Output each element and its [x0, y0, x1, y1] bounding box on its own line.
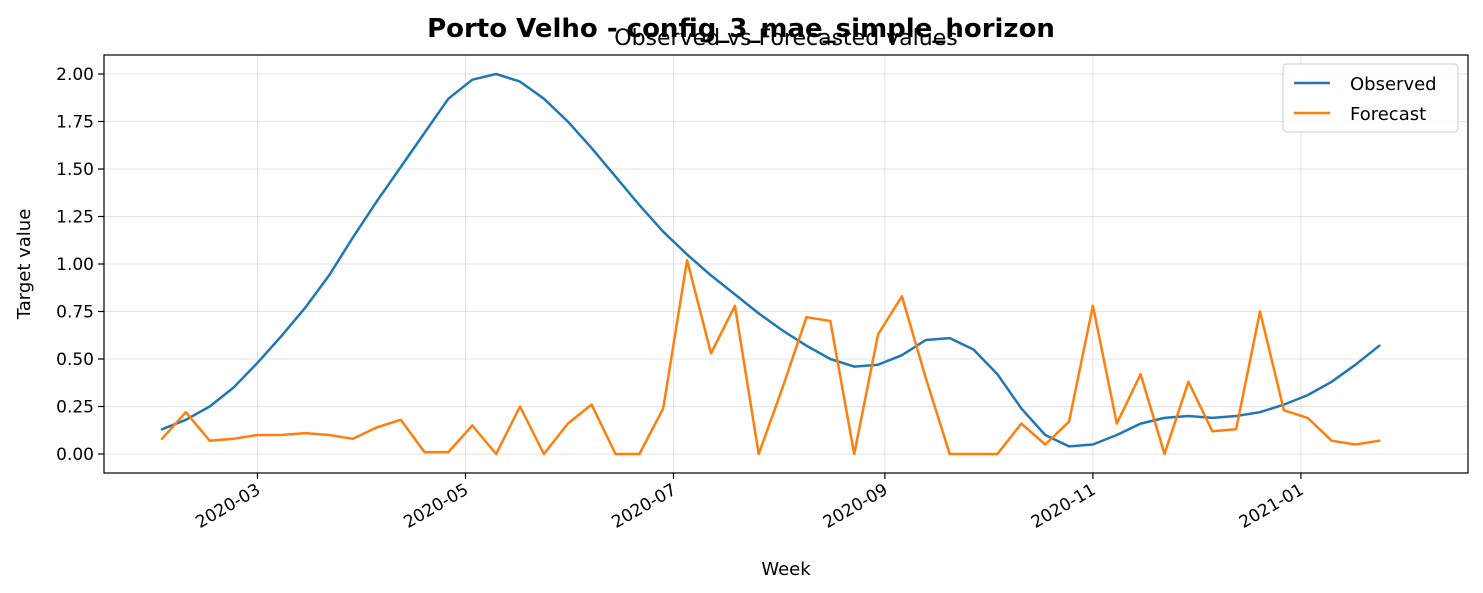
- x-tick-label: 2020-03: [192, 480, 264, 533]
- y-tick-label: 0.00: [56, 445, 94, 465]
- legend-label-forecast: Forecast: [1350, 104, 1426, 125]
- y-tick-label: 2.00: [56, 65, 94, 85]
- y-tick-label: 0.75: [56, 303, 94, 323]
- x-tick-label: 2020-11: [1028, 480, 1100, 533]
- chart-subtitle: Observed vs Forecasted values: [614, 26, 957, 51]
- series-line-observed: [160, 72, 1381, 448]
- legend-box: [1282, 63, 1459, 133]
- x-tick-label: 2020-05: [400, 480, 472, 533]
- y-axis-label: Target value: [14, 209, 35, 321]
- y-tick-label: 1.00: [56, 255, 94, 275]
- plot-series: [160, 72, 1381, 456]
- y-tick-label: 1.75: [56, 113, 94, 133]
- x-tick-label: 2020-07: [608, 480, 680, 533]
- y-tick-label: 0.50: [56, 350, 94, 370]
- y-tick-label: 0.25: [56, 398, 94, 418]
- legend: Observed Forecast: [1282, 63, 1459, 133]
- y-tick-label: 1.50: [56, 160, 94, 180]
- x-tick-label: 2020-09: [820, 480, 892, 533]
- grid-lines: [104, 55, 1468, 473]
- series-line-forecast: [160, 258, 1381, 456]
- x-tick-label: 2021-01: [1236, 480, 1308, 533]
- legend-label-observed: Observed: [1350, 74, 1437, 95]
- chart-title: Porto Velho - config_3_mae_simple_horizo…: [427, 14, 1055, 44]
- y-tick-label: 1.25: [56, 208, 94, 228]
- x-axis-label: Week: [761, 559, 811, 580]
